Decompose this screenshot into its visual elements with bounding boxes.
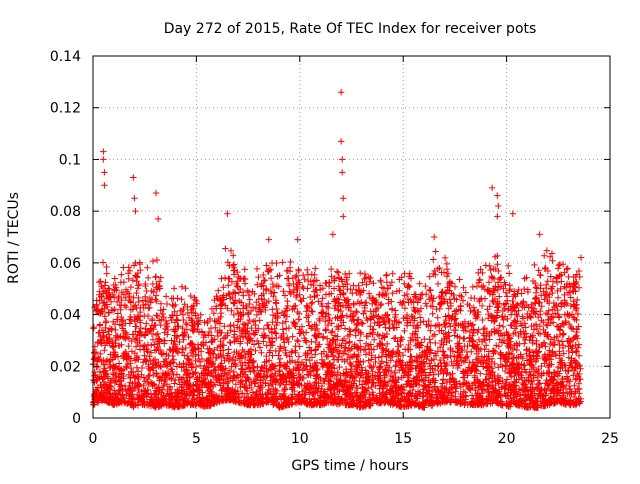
roti-scatter-chart: 051015202500.020.040.060.080.10.120.14 D…: [0, 0, 640, 480]
chart-root: 051015202500.020.040.060.080.10.120.14 D…: [0, 0, 640, 480]
